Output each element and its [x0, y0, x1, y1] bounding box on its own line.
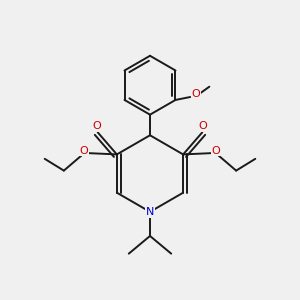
Text: O: O: [192, 89, 200, 99]
Text: O: O: [92, 122, 101, 131]
Text: O: O: [199, 122, 208, 131]
Text: O: O: [80, 146, 88, 156]
Text: N: N: [146, 207, 154, 217]
Text: O: O: [212, 146, 220, 156]
